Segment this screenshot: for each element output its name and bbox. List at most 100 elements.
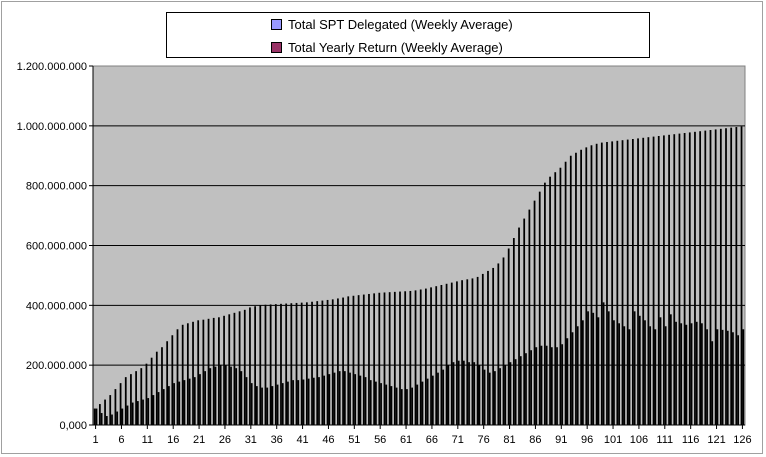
x-tick-label: 121 (707, 434, 725, 446)
bar-delegated (238, 311, 241, 425)
bar-return (333, 372, 336, 425)
bar-return (214, 366, 217, 425)
bar-return (592, 312, 595, 425)
bar-return (147, 398, 150, 425)
bar-return (421, 381, 424, 425)
bar-return (566, 338, 569, 425)
bar-delegated (647, 137, 650, 425)
bar-delegated (321, 300, 324, 425)
axes: 0,000 200.000.000 400.000.000 600.000.000 80… (17, 61, 752, 446)
bar-delegated (233, 312, 236, 425)
bar-delegated (626, 139, 629, 425)
bar-delegated (497, 263, 500, 425)
bar-return (659, 317, 662, 425)
bar-return (240, 371, 243, 425)
bar-return (649, 326, 652, 425)
bar-delegated (342, 297, 344, 425)
bar-return (292, 380, 294, 426)
bar-return (359, 375, 362, 425)
y-tick-label: 400.000.000 (26, 300, 87, 312)
bar-delegated (295, 302, 298, 425)
bar-return (519, 356, 522, 425)
bar-return (287, 381, 289, 425)
bar-delegated (430, 287, 432, 425)
bar-delegated (575, 152, 577, 425)
bar-delegated (450, 282, 453, 425)
bar-delegated (461, 280, 463, 425)
bar-return (395, 387, 398, 425)
x-tick-label: 66 (426, 434, 438, 446)
bar-return (737, 335, 739, 425)
bar-delegated (466, 279, 469, 425)
x-tick-label: 61 (400, 434, 412, 446)
bar-delegated (616, 140, 619, 426)
x-tick-label: 71 (452, 434, 464, 446)
bar-return (343, 371, 346, 425)
bar-return (706, 329, 708, 425)
bar-delegated (585, 147, 588, 425)
x-tick-label: 91 (555, 434, 567, 446)
bar-delegated (290, 303, 293, 425)
bar-delegated (352, 295, 355, 425)
bar-return (364, 377, 367, 425)
x-tick-label: 1 (93, 434, 99, 446)
bar-delegated (145, 363, 148, 425)
bar-delegated (109, 395, 112, 425)
bar-return (623, 326, 626, 425)
x-tick-label: 31 (245, 434, 257, 446)
bar-delegated (357, 295, 360, 425)
bar-return (494, 371, 496, 425)
bar-delegated (212, 317, 215, 425)
bar-return (638, 315, 641, 425)
bar-return (597, 317, 600, 425)
bar-return (726, 330, 729, 425)
x-tick-label: 56 (374, 434, 386, 446)
bar-return (675, 321, 677, 425)
bar-delegated (663, 135, 665, 425)
bar-delegated (590, 145, 593, 425)
x-tick-label: 76 (478, 434, 490, 446)
bar-return (690, 323, 693, 425)
bar-delegated (507, 248, 510, 425)
bar-return (556, 347, 558, 425)
bar-return (613, 320, 615, 425)
bar-return (504, 365, 507, 425)
bar-delegated (502, 257, 505, 425)
bar-return (256, 386, 258, 425)
bar-return (587, 311, 589, 425)
bar-return (571, 332, 574, 425)
bar-return (530, 350, 533, 425)
bar-delegated (492, 267, 495, 425)
bar-delegated (393, 291, 396, 425)
y-tick-label: 1.000.000.000 (17, 121, 87, 133)
x-tick-label: 41 (296, 434, 308, 446)
bar-delegated (600, 142, 603, 425)
bar-return (468, 362, 470, 425)
bar-return (426, 378, 429, 425)
bar-delegated (595, 143, 598, 425)
bar-return (545, 345, 548, 425)
bar-return (266, 387, 269, 425)
bar-delegated (347, 296, 350, 425)
bar-return (126, 405, 129, 425)
legend-label-delegated: Total SPT Delegated (Weekly Average) (288, 16, 513, 32)
bar-delegated (709, 130, 712, 425)
bar-delegated (399, 291, 401, 425)
bar-delegated (176, 329, 179, 425)
bar-delegated (409, 290, 412, 425)
bar-return (219, 365, 222, 425)
bar-delegated (269, 304, 272, 425)
legend-item-delegated: Total SPT Delegated (Weekly Average) (271, 16, 513, 32)
bar-delegated (559, 167, 562, 425)
bar-delegated (404, 291, 407, 425)
bar-delegated (419, 289, 422, 425)
bar-return (235, 368, 238, 425)
bar-return (483, 369, 486, 425)
bar-delegated (725, 128, 727, 426)
x-tick-label: 126 (733, 434, 751, 446)
bar-return (121, 408, 124, 425)
bar-return (385, 384, 388, 425)
bar-return (400, 389, 403, 425)
bar-return (111, 414, 113, 425)
bar-delegated (305, 302, 308, 425)
